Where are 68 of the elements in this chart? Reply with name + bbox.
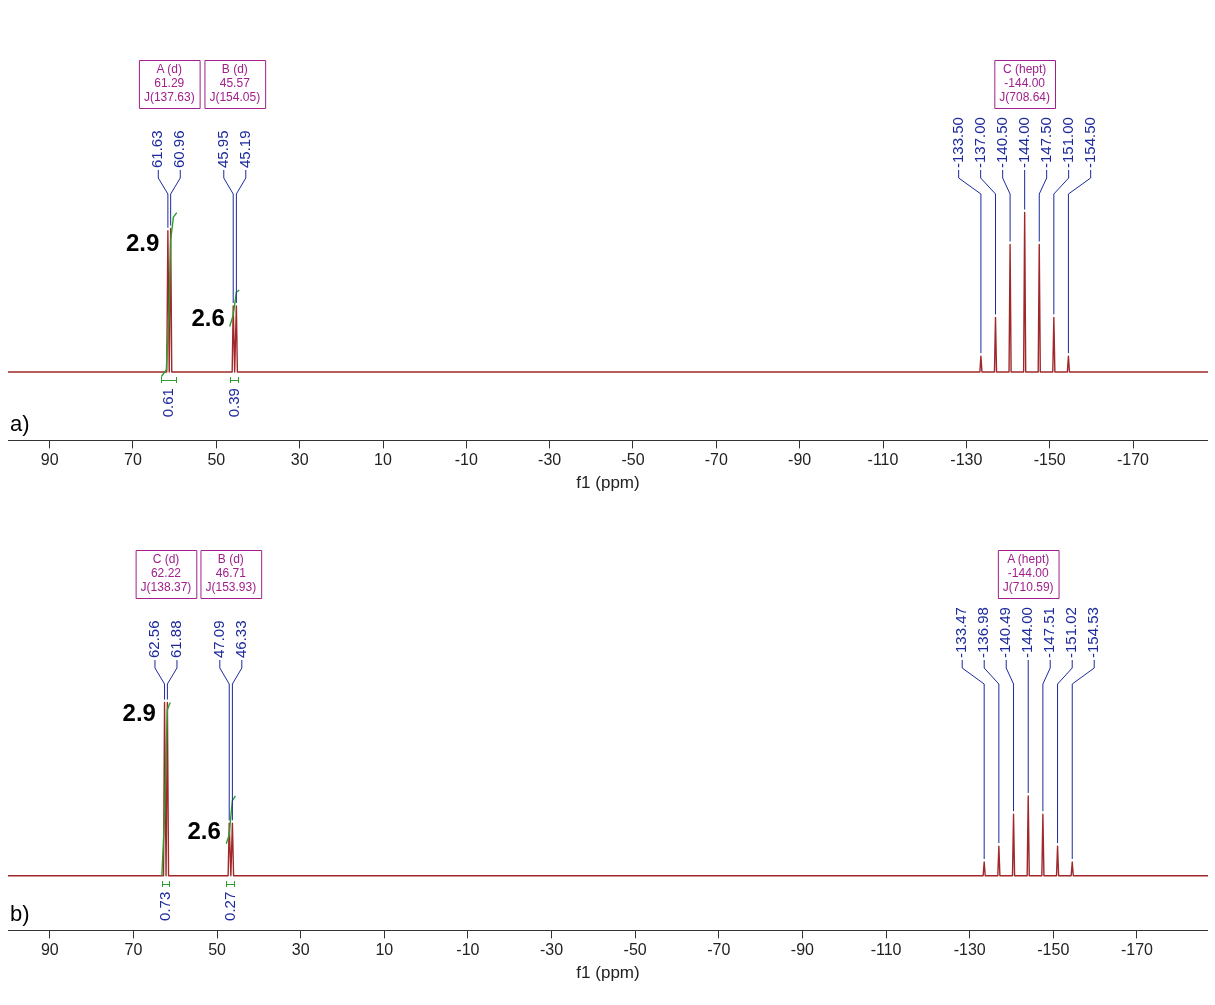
- annotation: 2.9: [122, 698, 156, 726]
- x-tick-label: -50: [621, 451, 645, 469]
- annotation: 45.95: [213, 130, 231, 168]
- x-tick-label: -70: [704, 451, 728, 469]
- annotation: 61.88: [167, 620, 185, 658]
- x-tick-label: -110: [870, 941, 902, 959]
- annotation: -133.50: [948, 117, 966, 168]
- annotation: 61.63: [148, 130, 166, 168]
- x-tick-label: -170: [1116, 451, 1150, 469]
- annotation: 60.96: [170, 130, 188, 168]
- annotation: 45.19: [235, 130, 253, 168]
- annotation: 2.9: [125, 229, 160, 257]
- x-tick-label: 90: [40, 941, 59, 959]
- text: B (d) 46.71 J(153.93): [205, 552, 257, 595]
- x-tick-label: -10: [456, 941, 480, 959]
- x-tick-label: 10: [374, 451, 392, 469]
- x-tick-label: -90: [790, 941, 815, 959]
- annotation: -151.00: [1058, 117, 1076, 168]
- x-tick-label: -30: [538, 451, 562, 469]
- x-tick-label: -130: [950, 451, 983, 469]
- x-tick-label: -30: [539, 941, 564, 959]
- annotation: 46.33: [231, 620, 249, 658]
- text: A (d) 61.29 J(137.63): [143, 62, 195, 105]
- x-axis-title: f1 (ppm): [576, 473, 640, 493]
- annotation: a): [10, 411, 30, 437]
- x-tick-label: 30: [290, 451, 309, 469]
- x-tick-label: 70: [124, 451, 142, 469]
- text: A (hept) -144.00 J(710.59): [1002, 552, 1054, 595]
- x-tick-label: 10: [375, 941, 394, 959]
- x-tick-label: -10: [454, 451, 478, 469]
- x-tick-label: 50: [207, 451, 226, 469]
- text: B (d) 45.57 J(154.05): [209, 62, 261, 105]
- x-tick-label: -170: [1120, 941, 1154, 959]
- annotation: 2.6: [191, 304, 225, 332]
- annotation: -154.50: [1080, 117, 1098, 168]
- annotation: -136.98: [974, 607, 992, 658]
- annotation: -154.53: [1084, 607, 1102, 658]
- x-tick-label: 70: [124, 941, 143, 959]
- text: C (hept) -144.00 J(708.64): [999, 62, 1051, 105]
- annotation: -147.50: [1036, 117, 1054, 168]
- annotation: -140.50: [992, 117, 1010, 168]
- annotation: 0.39: [224, 388, 242, 418]
- x-tick-label: -70: [707, 941, 731, 959]
- x-tick-label: -50: [623, 941, 647, 959]
- x-tick-label: -150: [1037, 941, 1070, 959]
- annotation: 0.73: [156, 891, 174, 921]
- x-tick-label: -90: [788, 451, 812, 469]
- annotation: 47.09: [209, 620, 227, 658]
- x-tick-label: -130: [953, 941, 986, 959]
- annotation: 62.56: [145, 620, 163, 658]
- x-tick-label: -110: [867, 451, 899, 469]
- text: C (d) 62.22 J(138.37): [140, 552, 192, 595]
- x-tick-label: -150: [1033, 451, 1066, 469]
- x-axis-title: f1 (ppm): [576, 963, 640, 983]
- x-tick-label: 90: [40, 451, 59, 469]
- annotation: -137.00: [970, 117, 988, 168]
- annotation: b): [10, 901, 30, 927]
- x-tick-label: 30: [291, 941, 310, 959]
- x-tick-label: 50: [208, 941, 227, 959]
- annotation: 2.6: [187, 817, 221, 845]
- annotation: -147.51: [1040, 607, 1058, 658]
- annotation: -140.49: [996, 607, 1014, 658]
- annotation: -151.02: [1062, 607, 1080, 658]
- annotation: 0.27: [220, 891, 238, 921]
- annotation: -133.47: [952, 607, 970, 658]
- annotation: -144.00: [1014, 117, 1032, 168]
- annotation: -144.00: [1018, 607, 1036, 658]
- annotation: 0.61: [159, 388, 177, 418]
